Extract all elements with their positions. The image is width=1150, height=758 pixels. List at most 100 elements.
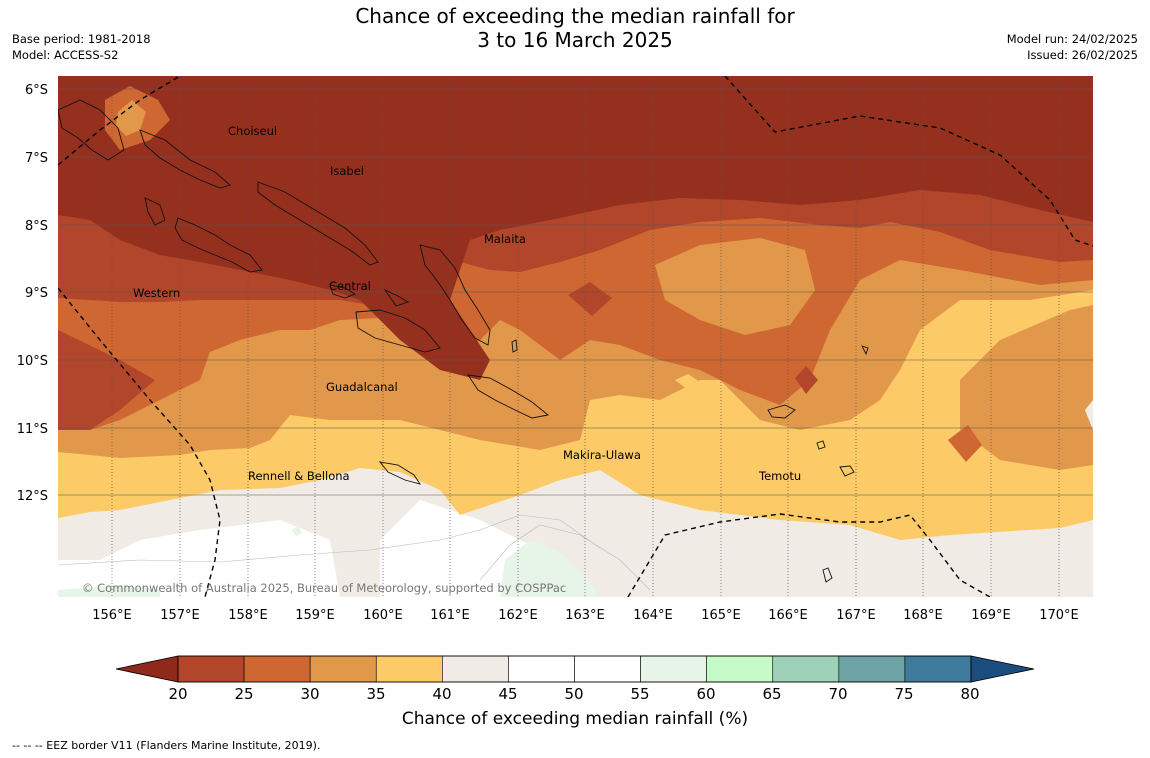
lon-label: 167°E xyxy=(836,608,876,623)
lat-label: 10°S xyxy=(17,354,48,369)
province-label: Malaita xyxy=(484,232,526,246)
island-isabel xyxy=(257,181,379,266)
colorbar: 20 25 30 35 40 45 50 55 60 65 70 75 80 xyxy=(115,655,1035,703)
colorbar-bin xyxy=(574,655,641,683)
latitude-labels: 6°S 7°S 8°S 9°S 10°S 11°S 12°S xyxy=(17,83,48,504)
model-run: Model run: 24/02/2025 xyxy=(1006,32,1138,46)
province-label: Guadalcanal xyxy=(326,380,398,394)
patch-green-left xyxy=(58,585,160,597)
model-name: Model: ACCESS-S2 xyxy=(12,48,119,62)
lat-label: 6°S xyxy=(25,83,48,98)
meta-right: Model run: 24/02/2025 Issued: 26/02/2025 xyxy=(1007,31,1138,63)
colorbar-low-arrow xyxy=(115,655,179,683)
patch-right-spot xyxy=(948,425,982,462)
province-label: Central xyxy=(329,279,371,293)
colorbar-bin xyxy=(640,655,707,683)
colorbar-tick-label: 50 xyxy=(564,685,583,703)
lat-label: 12°S xyxy=(17,489,48,504)
colorbar-tick-label: 80 xyxy=(960,685,979,703)
colorbar-bin xyxy=(904,655,972,683)
colorbar-tick-label: 20 xyxy=(168,685,187,703)
issued-date: Issued: 26/02/2025 xyxy=(1027,48,1138,62)
lat-label: 8°S xyxy=(25,219,48,234)
faint-contours xyxy=(58,514,651,591)
province-label: Makira-Ulawa xyxy=(563,448,641,462)
colorbar-tick-label: 25 xyxy=(234,685,253,703)
lon-label: 168°E xyxy=(903,608,943,623)
province-label: Western xyxy=(133,286,180,300)
island-tiny-2 xyxy=(839,465,855,477)
patch-east-center xyxy=(655,238,815,335)
colorbar-tick-label: 40 xyxy=(432,685,451,703)
island-makira xyxy=(467,374,550,419)
island-tiny-3 xyxy=(822,567,833,583)
island-bougainville xyxy=(58,99,125,161)
colorbar-bin xyxy=(772,655,840,683)
colorbar-label: Chance of exceeding median rainfall (%) xyxy=(401,709,749,729)
colorbar-bin xyxy=(375,655,443,683)
colorbar-tick-label: 35 xyxy=(366,685,385,703)
island-tiny-4 xyxy=(511,339,518,353)
colorbar-bin xyxy=(442,655,509,683)
lon-label: 169°E xyxy=(971,608,1011,623)
patch-green-bottom xyxy=(500,540,600,597)
island-new-georgia xyxy=(144,197,263,273)
patch-east-light xyxy=(1085,400,1093,430)
colorbar-tick-label: 65 xyxy=(762,685,781,703)
province-labels: Choiseul Isabel Malaita Western Central … xyxy=(133,124,801,483)
title-line-2: 3 to 16 March 2025 xyxy=(477,28,673,52)
colorbar-frame xyxy=(177,655,972,683)
colorbar-tick-label: 60 xyxy=(696,685,715,703)
colorbar-bins xyxy=(177,655,972,683)
province-label: Isabel xyxy=(330,164,364,178)
lon-label: 170°E xyxy=(1039,608,1079,623)
band-below-20 xyxy=(58,76,1093,380)
rainfall-field xyxy=(58,76,1093,597)
meta-left: Base period: 1981-2018 Model: ACCESS-S2 xyxy=(12,31,151,63)
colorbar-tick-label: 30 xyxy=(300,685,319,703)
patch-small-dark xyxy=(568,282,612,316)
island-tiny-5 xyxy=(861,345,869,356)
colorbar-bin xyxy=(243,655,311,683)
island-rennell xyxy=(378,461,422,485)
lat-label: 9°S xyxy=(25,286,48,301)
patch-tiny-green xyxy=(292,526,302,536)
lon-label: 164°E xyxy=(633,608,673,623)
island-guadalcanal xyxy=(355,309,441,353)
lon-label: 159°E xyxy=(295,608,335,623)
colorbar-bin xyxy=(838,655,906,683)
title-line-1: Chance of exceeding the median rainfall … xyxy=(355,4,795,28)
colorbar-bin xyxy=(177,655,245,683)
colorbar-tick-label: 45 xyxy=(498,685,517,703)
coastlines xyxy=(58,99,869,583)
eez-legend-note: -- -- -- EEZ border V11 (Flanders Marine… xyxy=(12,739,321,752)
colorbar-tick-label: 55 xyxy=(630,685,649,703)
island-choiseul xyxy=(139,129,231,189)
lon-label: 162°E xyxy=(498,608,538,623)
colorbar-bin xyxy=(309,655,377,683)
patch-northwest-core xyxy=(116,100,146,136)
patch-pale-spot xyxy=(675,374,700,390)
province-label: Temotu xyxy=(758,469,801,483)
patch-small-spot xyxy=(795,366,818,394)
eez-borders xyxy=(58,76,1093,597)
longitude-labels: 156°E 157°E 158°E 159°E 160°E 161°E 162°… xyxy=(92,608,1079,623)
chart-title: Chance of exceeding the median rainfall … xyxy=(0,4,1150,52)
lat-label: 11°S xyxy=(17,422,48,437)
colorbar-bin xyxy=(508,655,575,683)
colorbar-tick-label: 75 xyxy=(894,685,913,703)
island-santa-cruz xyxy=(767,404,796,419)
island-nggela xyxy=(329,284,410,307)
island-malaita xyxy=(419,244,491,346)
lon-label: 158°E xyxy=(228,608,268,623)
lon-label: 165°E xyxy=(701,608,741,623)
lon-label: 166°E xyxy=(768,608,808,623)
lon-label: 157°E xyxy=(160,608,200,623)
copyright-text: © Commonwealth of Australia 2025, Bureau… xyxy=(82,581,566,595)
colorbar-tick-label: 70 xyxy=(828,685,847,703)
base-period: Base period: 1981-2018 xyxy=(12,32,151,46)
island-tiny-1 xyxy=(816,440,826,450)
graticule xyxy=(58,88,1093,496)
province-label: Rennell & Bellona xyxy=(248,469,350,483)
